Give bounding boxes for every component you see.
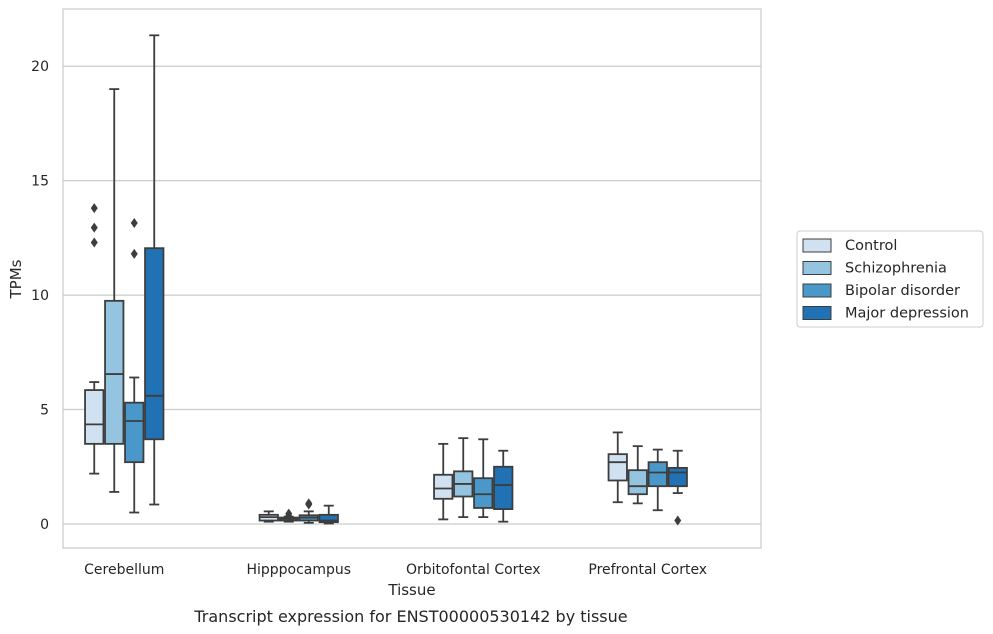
x-tick-label: Prefrontal Cortex xyxy=(588,562,707,578)
box xyxy=(667,466,688,488)
outlier-point xyxy=(130,217,138,228)
y-tick-label: 5 xyxy=(40,403,49,419)
x-axis-ticks: Cerebellum Hipppocampus Orbitofontal Corte… xyxy=(84,562,707,578)
legend: Control Schizophrenia Bipolar disorder Majo… xyxy=(796,230,984,328)
outlier-point xyxy=(285,508,293,519)
outlier-point xyxy=(130,248,138,259)
outlier-point xyxy=(305,498,313,509)
chart-caption: Transcript expression for ENST0000053014… xyxy=(193,607,627,626)
series-bipolar-disorder xyxy=(124,217,668,524)
y-tick-label: 10 xyxy=(31,288,49,304)
legend-frame xyxy=(796,230,984,328)
legend-swatch xyxy=(802,261,832,275)
series-schizophrenia xyxy=(104,88,648,523)
legend-swatch xyxy=(802,306,832,320)
x-tick-label: Hipppocampus xyxy=(246,562,351,578)
x-axis-label: Tissue xyxy=(387,581,435,599)
legend-label: Bipolar disorder xyxy=(845,283,960,299)
box xyxy=(84,389,105,445)
box xyxy=(493,465,514,510)
legend-label: Schizophrenia xyxy=(845,261,947,277)
box-groups xyxy=(84,34,688,526)
box xyxy=(318,513,339,524)
box xyxy=(433,473,454,500)
outlier-point xyxy=(90,237,98,248)
y-tick-label: 15 xyxy=(31,174,49,190)
box xyxy=(607,453,628,482)
box xyxy=(473,477,494,509)
outlier-point xyxy=(90,222,98,233)
legend-label: Major depression xyxy=(845,306,969,322)
outlier-point xyxy=(90,203,98,214)
box xyxy=(144,247,165,441)
y-tick-label: 20 xyxy=(31,59,49,75)
series-control xyxy=(84,203,628,523)
box xyxy=(124,401,145,464)
plot-area xyxy=(62,8,762,549)
box xyxy=(627,469,648,496)
series-major-depression xyxy=(144,34,688,526)
y-tick-label: 0 xyxy=(40,517,49,533)
y-axis-ticks: 0 5 10 15 20 xyxy=(31,59,49,533)
y-axis-label: TPMs xyxy=(7,259,25,299)
outlier-point xyxy=(674,515,682,526)
legend-swatch xyxy=(802,238,832,253)
box xyxy=(647,461,668,488)
x-tick-label: Orbitofontal Cortex xyxy=(406,562,541,578)
x-tick-label: Cerebellum xyxy=(84,562,164,578)
gridlines xyxy=(63,65,761,525)
legend-label: Control xyxy=(845,238,897,254)
legend-swatch xyxy=(802,283,832,298)
box xyxy=(104,299,125,445)
